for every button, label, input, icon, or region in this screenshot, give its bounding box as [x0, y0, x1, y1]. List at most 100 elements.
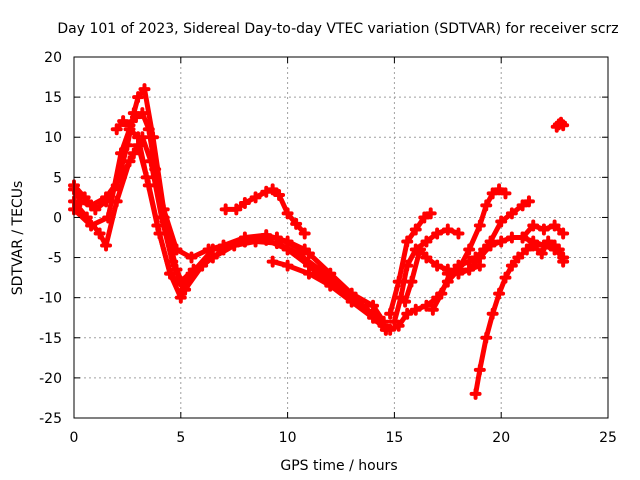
x-tick-label: 15	[385, 430, 403, 446]
data-point	[420, 251, 433, 264]
series-arc-7	[266, 255, 465, 336]
data-point	[123, 119, 136, 132]
chart-title: Day 101 of 2023, Sidereal Day-to-day VTE…	[57, 21, 618, 37]
x-tick-label: 20	[492, 430, 510, 446]
series-arc-12	[441, 183, 512, 280]
data-point	[367, 307, 380, 320]
series-arc-5	[110, 107, 192, 296]
data-point	[129, 111, 142, 124]
data-point	[401, 259, 414, 272]
data-layer	[68, 83, 570, 400]
data-point	[302, 267, 315, 280]
data-point	[174, 291, 187, 304]
data-point	[206, 243, 219, 256]
data-point	[302, 247, 315, 260]
data-point	[486, 307, 499, 320]
data-point	[164, 267, 177, 280]
data-point	[290, 217, 303, 230]
data-point	[219, 203, 232, 216]
y-tick-label: -20	[39, 371, 62, 387]
data-point	[132, 131, 145, 144]
data-point	[399, 295, 412, 308]
x-axis-label: GPS time / hours	[280, 458, 397, 474]
data-point	[463, 263, 476, 276]
data-point	[435, 287, 448, 300]
data-point	[281, 243, 294, 256]
data-point	[431, 227, 444, 240]
y-tick-label: 5	[53, 170, 62, 186]
data-point	[100, 195, 113, 208]
data-point	[493, 183, 506, 196]
data-point	[142, 123, 155, 136]
y-tick-label: -5	[48, 251, 62, 267]
data-point	[110, 123, 123, 136]
series-arc-6	[219, 183, 311, 240]
data-point	[505, 207, 518, 220]
data-point	[420, 299, 433, 312]
data-point	[409, 303, 422, 316]
data-point	[520, 243, 533, 256]
data-point	[527, 239, 540, 252]
data-point	[463, 243, 476, 256]
data-point	[273, 188, 286, 201]
x-tick-label: 25	[599, 430, 617, 446]
data-point	[138, 83, 151, 96]
data-point	[185, 251, 198, 264]
data-point	[238, 235, 251, 248]
data-point	[557, 255, 570, 268]
data-point	[136, 107, 149, 120]
data-point	[495, 215, 508, 228]
data-point	[179, 283, 192, 296]
x-tick-label: 0	[70, 430, 79, 446]
data-point	[392, 275, 405, 288]
data-point	[516, 231, 529, 244]
axes: 0 5 10 15 20 25 -25 -20 -15 -10 -5 0 5 10 15 20	[39, 50, 617, 446]
y-tick-label: 0	[53, 210, 62, 226]
data-point	[495, 235, 508, 248]
data-point	[401, 235, 414, 248]
series-line	[71, 142, 387, 325]
data-point	[230, 203, 243, 216]
data-point	[377, 319, 390, 332]
data-point	[424, 207, 437, 220]
series-arc-8	[384, 207, 437, 320]
x-tick-label: 10	[279, 430, 297, 446]
y-tick-label: -25	[39, 411, 62, 427]
data-point	[114, 147, 127, 160]
data-point	[270, 231, 283, 244]
series-arc-15	[469, 235, 570, 400]
data-point	[469, 387, 482, 400]
data-point	[345, 291, 358, 304]
data-point	[196, 259, 209, 272]
data-point	[140, 171, 153, 184]
data-point	[132, 91, 145, 104]
data-point	[123, 155, 136, 168]
series-line	[270, 259, 461, 333]
data-point	[405, 275, 418, 288]
data-point	[170, 263, 183, 276]
data-point	[505, 259, 518, 272]
data-point	[441, 223, 454, 236]
data-point	[249, 191, 262, 204]
data-point	[110, 195, 123, 208]
data-point	[384, 323, 397, 336]
data-point	[401, 307, 414, 320]
data-point	[260, 185, 273, 198]
plot-frame	[73, 56, 609, 419]
y-tick-label: 15	[44, 90, 62, 106]
data-point	[117, 115, 130, 128]
data-point	[542, 235, 555, 248]
y-axis-label: SDTVAR / TECUs	[10, 181, 26, 296]
data-point	[384, 307, 397, 320]
data-point	[452, 227, 465, 240]
data-point	[552, 243, 565, 256]
data-point	[89, 203, 102, 216]
data-point	[78, 191, 91, 204]
y-tick-label: 10	[44, 130, 62, 146]
data-point	[537, 223, 550, 236]
data-point	[484, 239, 497, 252]
data-point	[505, 231, 518, 244]
data-point	[151, 219, 164, 232]
data-point	[535, 247, 548, 260]
data-point	[431, 259, 444, 272]
